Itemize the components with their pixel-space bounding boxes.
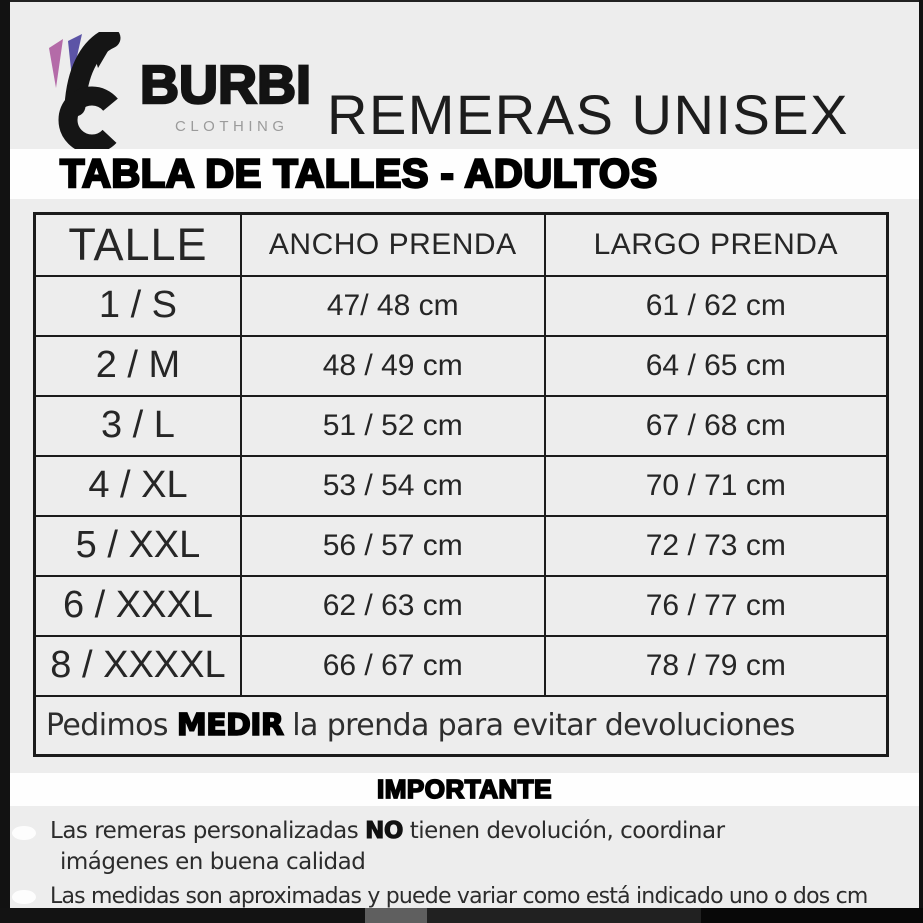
- cell-ancho: 53 / 54 cm: [239, 454, 546, 517]
- top-border: [0, 0, 923, 2]
- cell-largo: 72 / 73 cm: [543, 514, 889, 577]
- burbi-logo: BURBI CLOTHING: [42, 32, 312, 150]
- section-title: TABLA DE TALLES - ADULTOS: [59, 151, 659, 197]
- bullet1-post: tienen devolución, coordinar: [402, 818, 725, 844]
- left-border: [0, 0, 10, 923]
- burbi-six-swoosh-icon: [49, 32, 126, 150]
- section-title-strip: TABLA DE TALLES - ADULTOS: [10, 149, 919, 199]
- brand-subtitle: CLOTHING: [175, 118, 289, 135]
- cell-largo: 78 / 79 cm: [543, 634, 889, 697]
- note-bold: MEDIR: [176, 707, 285, 744]
- note-post: la prenda para evitar devoluciones: [283, 707, 795, 743]
- cell-talle: 8 / XXXXL: [33, 634, 242, 697]
- table-row: 1 / S 47/ 48 cm 61 / 62 cm: [33, 274, 889, 337]
- cell-talle: 3 / L: [33, 394, 242, 457]
- table-row: 8 / XXXXL 66 / 67 cm 78 / 79 cm: [33, 634, 889, 697]
- cell-ancho: 47/ 48 cm: [239, 274, 546, 337]
- cell-largo: 64 / 65 cm: [543, 334, 889, 397]
- table-row: 4 / XL 53 / 54 cm 70 / 71 cm: [33, 454, 889, 517]
- cell-ancho: 56 / 57 cm: [239, 514, 546, 577]
- bullet-text: Las medidas son aproximadas y puede vari…: [50, 884, 868, 909]
- bullet-dot-icon: [12, 826, 36, 840]
- note-pre: Pedimos: [46, 707, 177, 743]
- bottom-border: [0, 908, 923, 923]
- header-ancho: ANCHO PRENDA: [239, 212, 546, 277]
- cell-talle: 5 / XXL: [33, 514, 242, 577]
- cell-ancho: 48 / 49 cm: [239, 334, 546, 397]
- header-talle: TALLE: [33, 212, 242, 277]
- bullet-dot-icon: [12, 890, 36, 904]
- cell-largo: 70 / 71 cm: [543, 454, 889, 517]
- bottom-border-segment: [0, 908, 365, 923]
- table-header-row: TALLE ANCHO PRENDA LARGO PRENDA: [33, 212, 889, 277]
- cell-talle: 1 / S: [33, 274, 242, 337]
- bullet1-bold: NO: [365, 818, 404, 845]
- bullet1-pre: Las remeras personalizadas: [50, 818, 366, 844]
- brand-name: BURBI: [139, 54, 313, 117]
- bottom-border-segment: [427, 908, 702, 923]
- table-row: 2 / M 48 / 49 cm 64 / 65 cm: [33, 334, 889, 397]
- table-row: 6 / XXXL 62 / 63 cm 76 / 77 cm: [33, 574, 889, 637]
- cell-largo: 76 / 77 cm: [543, 574, 889, 637]
- importante-strip: IMPORTANTE: [10, 773, 919, 806]
- cell-largo: 61 / 62 cm: [543, 274, 889, 337]
- bullet-text: Las remeras personalizadas NO tienen dev…: [50, 816, 725, 878]
- cell-talle: 2 / M: [33, 334, 242, 397]
- cell-ancho: 51 / 52 cm: [239, 394, 546, 457]
- table-note-row: Pedimos MEDIR la prenda para evitar devo…: [33, 694, 889, 757]
- bottom-border-segment: [701, 908, 923, 923]
- cell-ancho: 66 / 67 cm: [239, 634, 546, 697]
- cell-largo: 67 / 68 cm: [543, 394, 889, 457]
- bullet1-line2: imágenes en buena calidad: [60, 849, 366, 875]
- cell-talle: 6 / XXXL: [33, 574, 242, 637]
- table-row: 5 / XXL 56 / 57 cm 72 / 73 cm: [33, 514, 889, 577]
- importante-title: IMPORTANTE: [376, 773, 552, 805]
- bottom-border-segment: [364, 908, 428, 923]
- right-border: [919, 0, 923, 923]
- cell-ancho: 62 / 63 cm: [239, 574, 546, 637]
- header-largo: LARGO PRENDA: [543, 212, 889, 277]
- cell-talle: 4 / XL: [33, 454, 242, 517]
- page-title: REMERAS UNISEX: [327, 83, 849, 146]
- size-table: TALLE ANCHO PRENDA LARGO PRENDA 1 / S 47…: [33, 212, 889, 757]
- table-row: 3 / L 51 / 52 cm 67 / 68 cm: [33, 394, 889, 457]
- measure-note: Pedimos MEDIR la prenda para evitar devo…: [33, 694, 889, 757]
